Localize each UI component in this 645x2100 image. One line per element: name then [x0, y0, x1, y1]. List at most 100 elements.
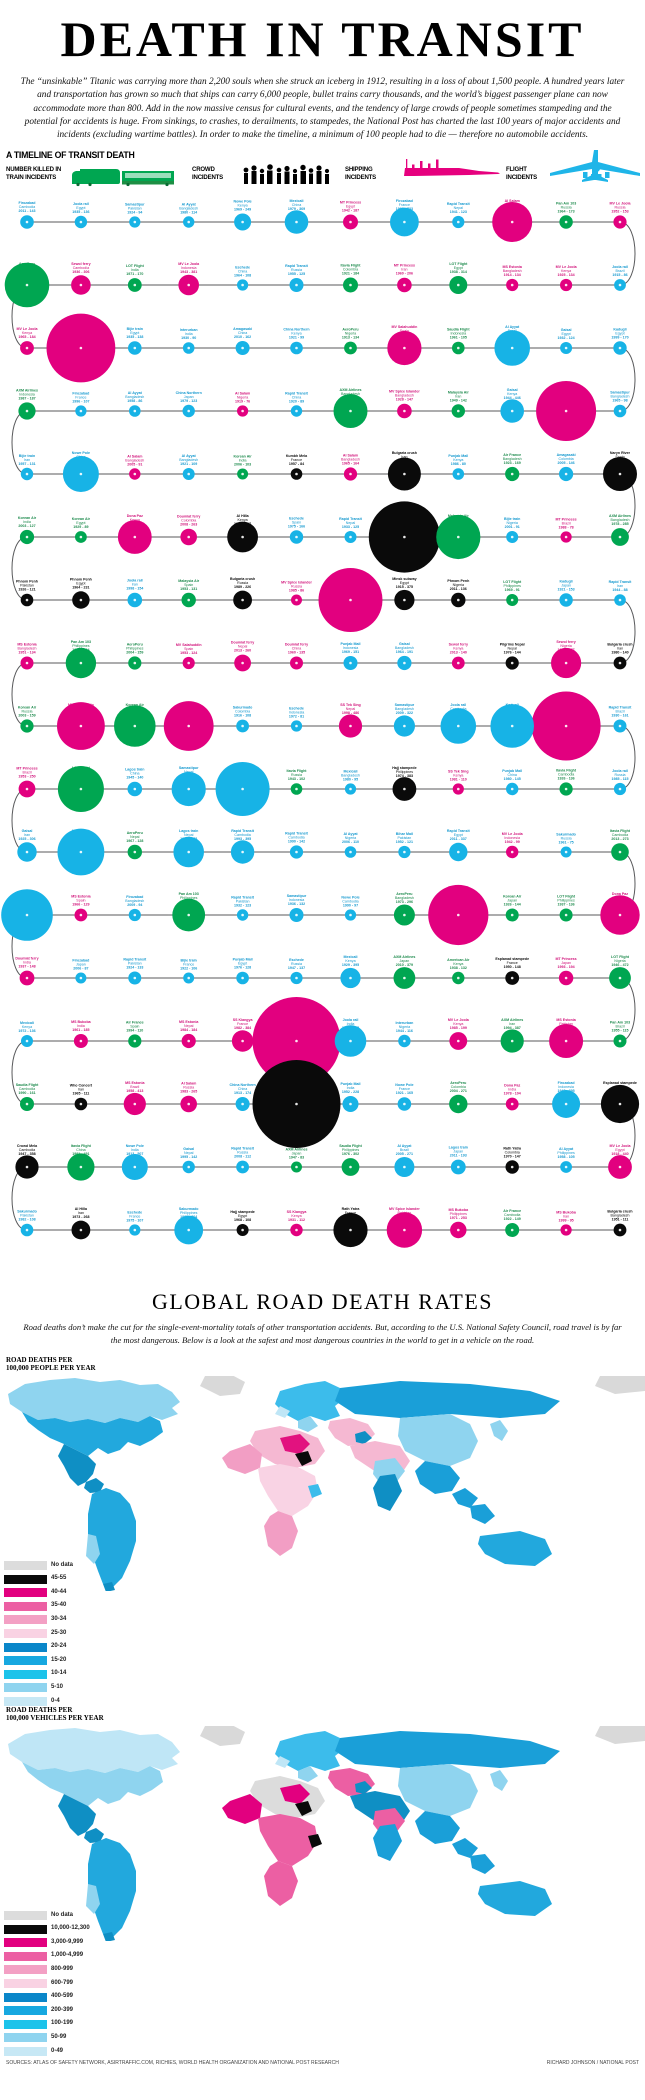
- svg-text:1972 - 81: 1972 - 81: [289, 715, 304, 719]
- svg-text:1922 - 149: 1922 - 149: [504, 1217, 521, 1221]
- svg-text:1990 - 142: 1990 - 142: [288, 840, 305, 844]
- svg-text:1947 - 137: 1947 - 137: [288, 966, 305, 970]
- svg-text:2005 - 91: 2005 - 91: [127, 463, 142, 467]
- svg-text:1931 - 112: 1931 - 112: [288, 1218, 305, 1222]
- svg-text:1984 - 184: 1984 - 184: [180, 1028, 197, 1032]
- svg-text:1923 - 169: 1923 - 169: [504, 461, 521, 465]
- svg-text:1926 - 144: 1926 - 144: [504, 903, 521, 907]
- svg-text:1930 - 161: 1930 - 161: [611, 714, 628, 718]
- svg-text:1913 - 134: 1913 - 134: [342, 336, 359, 340]
- svg-text:1928 - 147: 1928 - 147: [396, 398, 413, 402]
- svg-text:2005 - 271: 2005 - 271: [396, 1152, 413, 1156]
- svg-text:1967 - 128: 1967 - 128: [126, 839, 143, 843]
- svg-text:1932 - 124: 1932 - 124: [558, 336, 575, 340]
- svg-text:2011 - 143: 2011 - 143: [19, 210, 36, 214]
- svg-text:1972 - 136: 1972 - 136: [18, 1029, 35, 1033]
- svg-text:1978 - 285: 1978 - 285: [611, 523, 628, 527]
- svg-text:2001 - 91: 2001 - 91: [505, 525, 520, 529]
- svg-text:1929 - 395: 1929 - 395: [342, 963, 359, 967]
- svg-text:1982 - 108: 1982 - 108: [18, 1218, 35, 1222]
- svg-text:1926 - 121: 1926 - 121: [18, 588, 35, 592]
- svg-text:1989 - 226: 1989 - 226: [234, 585, 251, 589]
- svg-text:1999 - 95: 1999 - 95: [559, 1219, 574, 1223]
- svg-text:1924 - 133: 1924 - 133: [126, 966, 143, 970]
- svg-text:1945 - 140: 1945 - 140: [126, 776, 143, 780]
- svg-text:1921 - 99: 1921 - 99: [289, 336, 304, 340]
- svg-text:1933 - 125: 1933 - 125: [342, 525, 359, 529]
- svg-text:1970 - 147: 1970 - 147: [504, 1155, 521, 1159]
- svg-text:1960 - 135: 1960 - 135: [288, 651, 305, 655]
- svg-text:1958 - 86: 1958 - 86: [127, 400, 142, 404]
- svg-text:2011 - 136: 2011 - 136: [450, 587, 467, 591]
- svg-text:2006 - 110: 2006 - 110: [342, 841, 359, 845]
- svg-text:2013 - 140: 2013 - 140: [450, 651, 467, 655]
- svg-text:2009 - 94: 2009 - 94: [127, 903, 142, 907]
- svg-text:1979 - 123: 1979 - 123: [180, 399, 197, 403]
- svg-text:1964 - 173: 1964 - 173: [558, 210, 575, 214]
- svg-text:1961 - 75: 1961 - 75: [559, 841, 574, 845]
- svg-text:1993 - 194: 1993 - 194: [558, 965, 575, 969]
- svg-text:1944 - 88: 1944 - 88: [612, 589, 627, 593]
- svg-text:2005 - 146: 2005 - 146: [558, 461, 575, 465]
- svg-text:1914 - 134: 1914 - 134: [504, 273, 521, 277]
- svg-text:1935 - 136: 1935 - 136: [72, 210, 89, 214]
- svg-text:2010 - 162: 2010 - 162: [234, 335, 251, 339]
- svg-text:1943 - 381: 1943 - 381: [180, 270, 197, 274]
- svg-text:1976 - 144: 1976 - 144: [504, 651, 521, 655]
- svg-text:1955 - 125: 1955 - 125: [288, 272, 305, 276]
- svg-text:1999 - 170: 1999 - 170: [611, 336, 628, 340]
- svg-text:1921 - 184: 1921 - 184: [342, 272, 359, 276]
- svg-text:1941 - 123: 1941 - 123: [450, 210, 467, 214]
- svg-text:1998 - 154: 1998 - 154: [126, 587, 143, 591]
- svg-text:1964 - 108: 1964 - 108: [234, 274, 251, 278]
- svg-text:1965 - 184: 1965 - 184: [18, 336, 35, 340]
- svg-text:1915 - 86: 1915 - 86: [612, 274, 627, 278]
- svg-text:2003 - 127: 2003 - 127: [18, 524, 35, 528]
- svg-text:1973 - 296: 1973 - 296: [396, 900, 413, 904]
- svg-text:1987 - 187: 1987 - 187: [18, 397, 35, 401]
- svg-text:1951 - 111: 1951 - 111: [612, 1218, 629, 1222]
- svg-text:1937 - 136: 1937 - 136: [558, 903, 575, 907]
- svg-text:1973 - 268: 1973 - 268: [72, 1215, 89, 1219]
- svg-text:2008 - 263: 2008 - 263: [180, 523, 197, 527]
- svg-text:1916 - 108: 1916 - 108: [234, 714, 251, 718]
- svg-text:1969 - 91: 1969 - 91: [505, 588, 520, 592]
- svg-text:1969 - 151: 1969 - 151: [342, 650, 359, 654]
- svg-text:1990 - 161: 1990 - 161: [18, 1091, 35, 1095]
- svg-text:1957 - 84: 1957 - 84: [289, 463, 304, 467]
- svg-text:1932 - 123: 1932 - 123: [234, 904, 251, 908]
- svg-text:1975 - 166: 1975 - 166: [288, 525, 305, 529]
- svg-text:1981 - 110: 1981 - 110: [450, 778, 467, 782]
- svg-text:1996 - 107: 1996 - 107: [72, 400, 89, 404]
- svg-text:1952 - 121: 1952 - 121: [396, 840, 413, 844]
- svg-text:2004 - 159: 2004 - 159: [126, 651, 143, 655]
- svg-text:1986 - 80: 1986 - 80: [451, 463, 466, 467]
- svg-text:1980 - 140: 1980 - 140: [611, 651, 628, 655]
- svg-text:1958 - 413: 1958 - 413: [126, 1089, 143, 1093]
- svg-text:1982 - 384: 1982 - 384: [234, 1026, 251, 1030]
- svg-text:1990 - 97: 1990 - 97: [343, 904, 358, 908]
- svg-text:2006 - 103: 2006 - 103: [234, 463, 251, 467]
- svg-text:1965 - 111: 1965 - 111: [73, 1092, 90, 1096]
- svg-text:1925 - 134: 1925 - 134: [558, 273, 575, 277]
- svg-text:1980 - 95: 1980 - 95: [343, 778, 358, 782]
- svg-text:1965 - 98: 1965 - 98: [612, 399, 627, 403]
- svg-text:1965 - 164: 1965 - 164: [342, 462, 359, 466]
- svg-text:1966 - 129: 1966 - 129: [72, 903, 89, 907]
- svg-text:1930 - 90: 1930 - 90: [181, 337, 196, 341]
- svg-text:1942 - 99: 1942 - 99: [505, 840, 520, 844]
- svg-text:1960 - 206: 1960 - 206: [396, 272, 413, 276]
- svg-text:1949 - 142: 1949 - 142: [450, 399, 467, 403]
- svg-text:1921 - 109: 1921 - 109: [180, 462, 197, 466]
- svg-text:1952 - 228: 1952 - 228: [342, 1090, 359, 1094]
- svg-text:2010 - 379: 2010 - 379: [396, 963, 413, 967]
- svg-text:1936 - 306: 1936 - 306: [72, 270, 89, 274]
- svg-text:1926 - 136: 1926 - 136: [558, 777, 575, 781]
- svg-text:1994 - 110: 1994 - 110: [126, 1029, 143, 1033]
- svg-text:1969 - 249: 1969 - 249: [234, 208, 251, 212]
- svg-text:1968 - 108: 1968 - 108: [234, 1218, 251, 1222]
- svg-text:1919 - 76: 1919 - 76: [235, 400, 250, 404]
- svg-text:2006 - 87: 2006 - 87: [73, 967, 88, 971]
- svg-text:1964 - 231: 1964 - 231: [72, 586, 89, 590]
- svg-text:1978 - 104: 1978 - 104: [504, 1092, 521, 1096]
